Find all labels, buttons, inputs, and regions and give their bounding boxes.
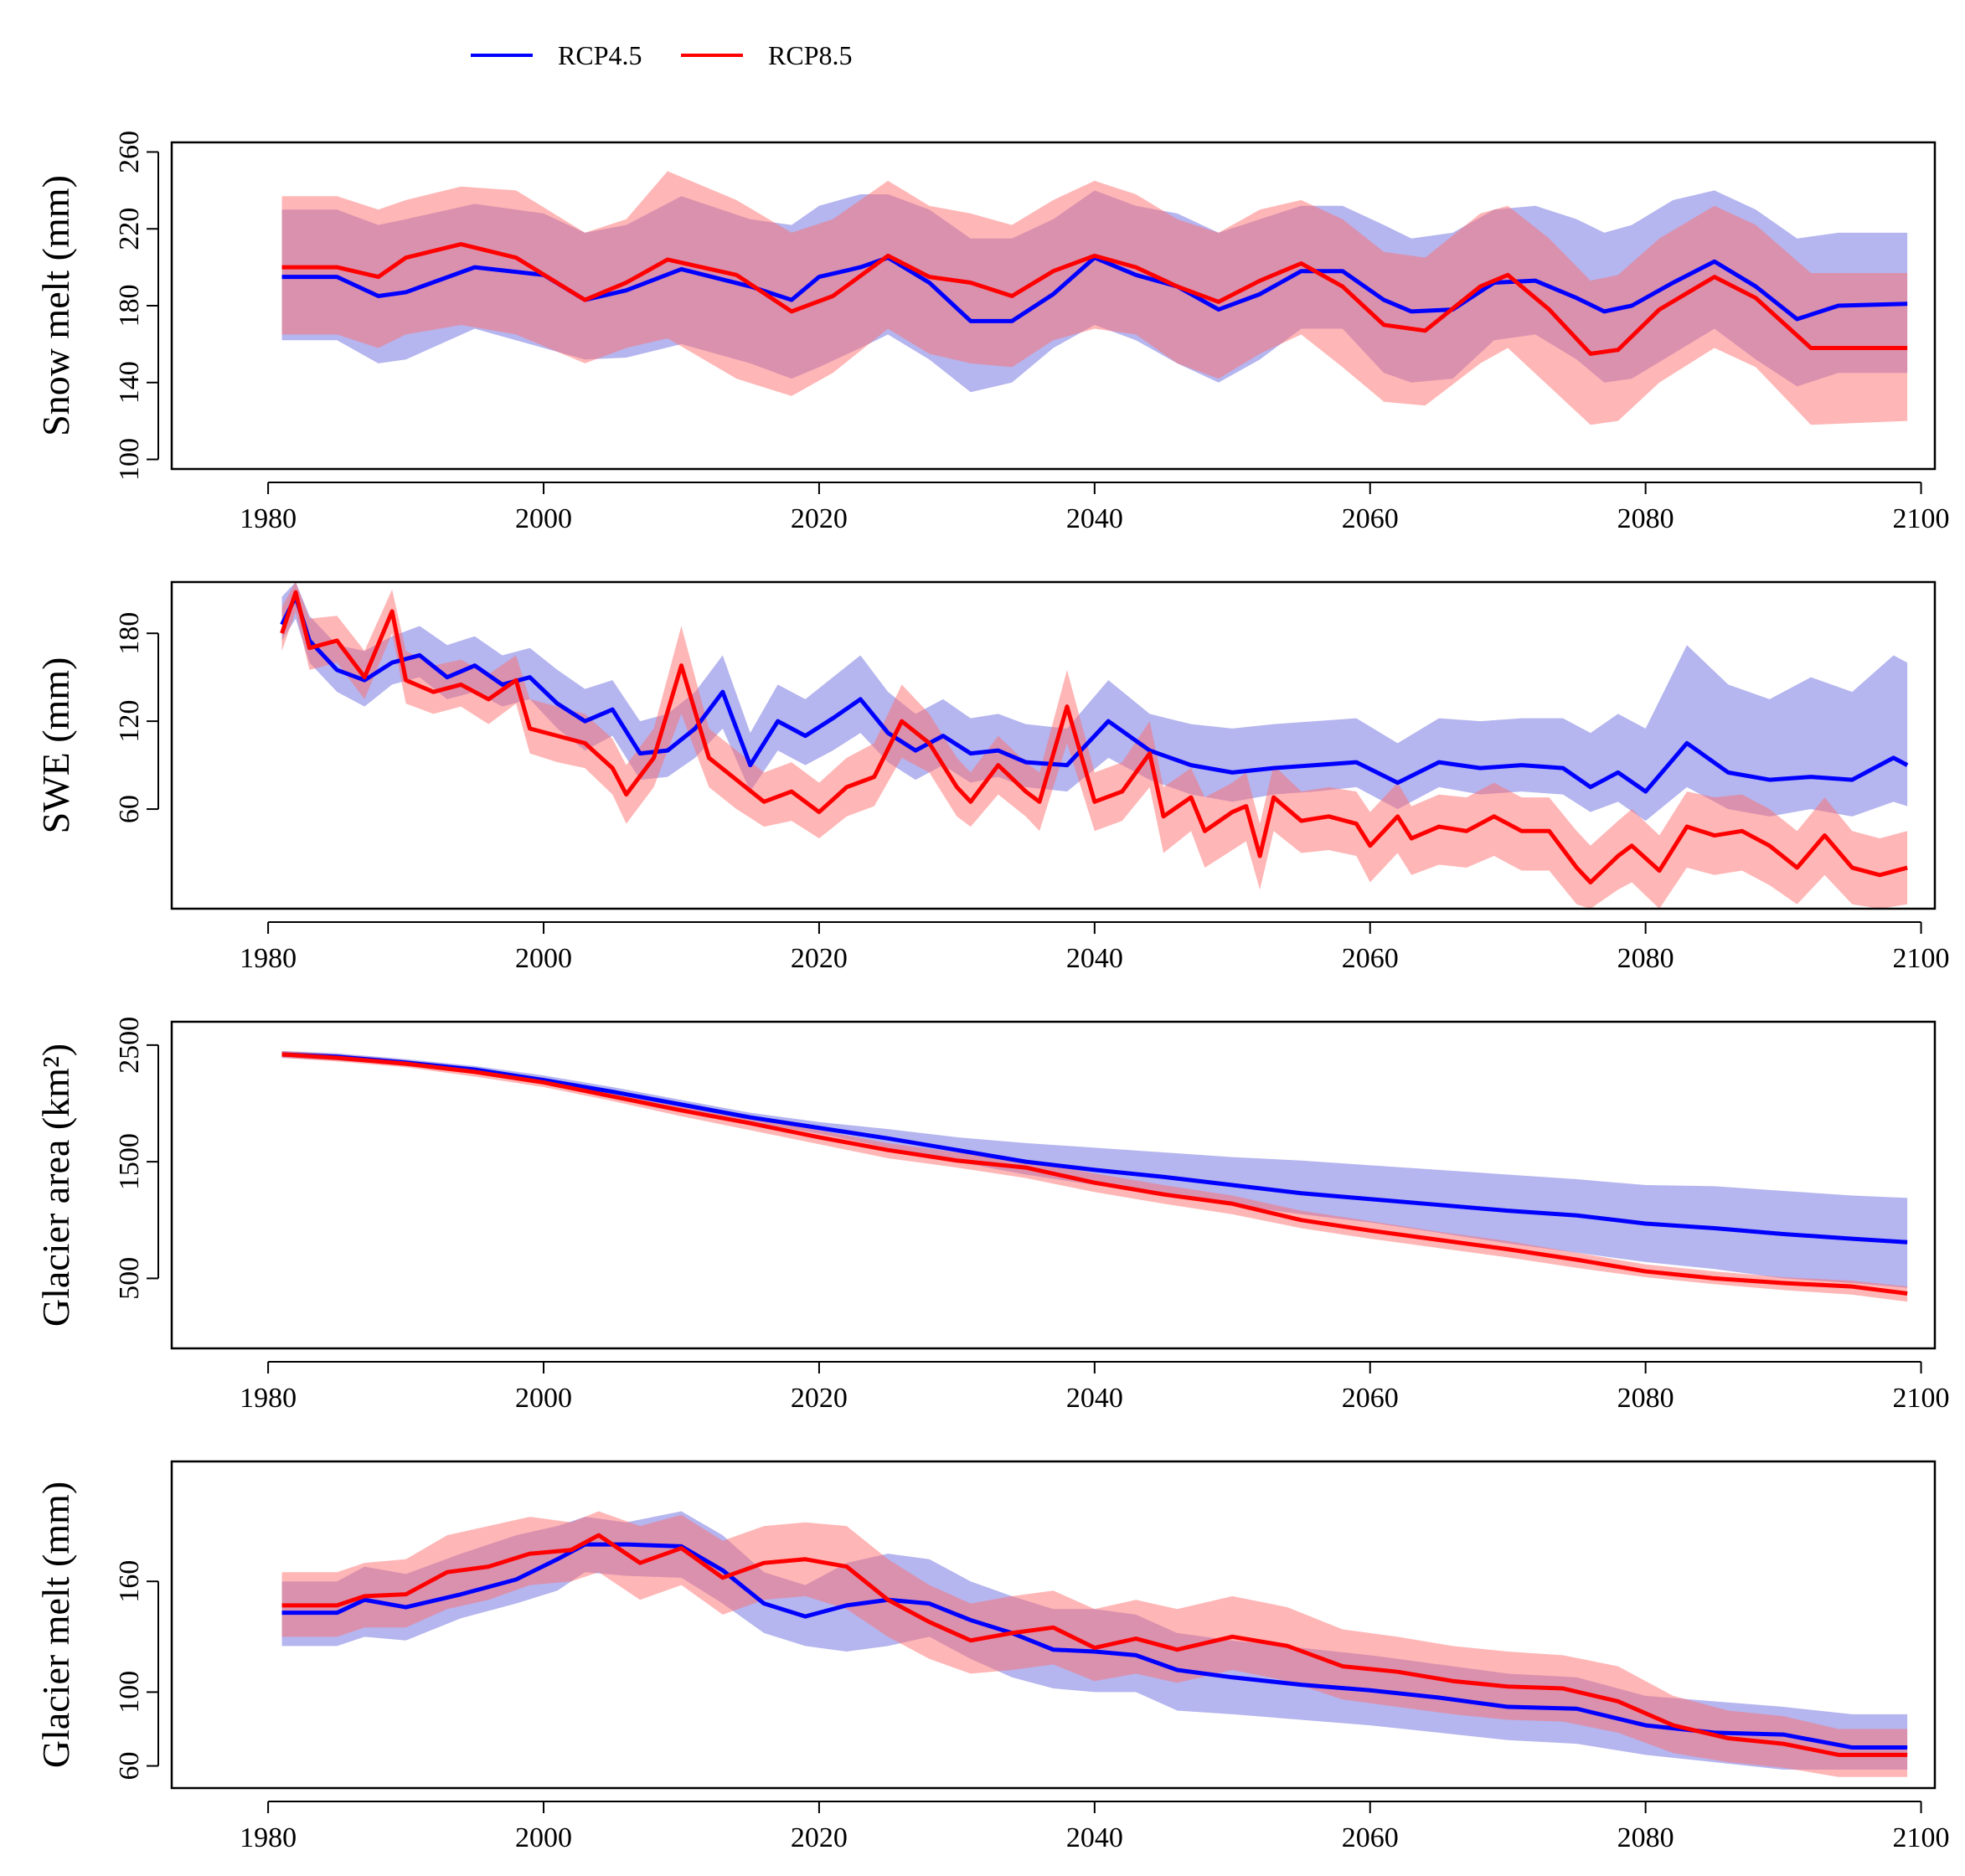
x-tick-label-2000: 2000 [515, 1822, 572, 1853]
line-rcp45 [281, 255, 1908, 323]
legend: RCP4.5 RCP8.5 [471, 40, 852, 70]
y-tick-label-260: 260 [114, 131, 145, 173]
line-rcp85 [281, 1533, 1908, 1757]
x-axis: 1980 2000 2020 2040 2060 2080 2100 [240, 482, 1950, 534]
x-tick-label-2040: 2040 [1066, 503, 1123, 534]
y-tick-label-140: 140 [114, 361, 145, 404]
y-tick-label-60: 60 [114, 1752, 145, 1781]
band-rcp85 [281, 171, 1908, 425]
x-tick-label-2100: 2100 [1893, 1822, 1950, 1853]
x-tick-label-1980: 1980 [240, 503, 297, 534]
x-tick-label-2080: 2080 [1617, 503, 1674, 534]
x-tick-label-2060: 2060 [1342, 1383, 1399, 1414]
x-tick-label-2020: 2020 [791, 1822, 848, 1853]
x-tick-label-2040: 2040 [1066, 1383, 1123, 1414]
panel-2: 1980 2000 2020 2040 2060 2080 2100 60 120 180 SWE … [34, 580, 1950, 974]
y-tick-label-1500: 1500 [114, 1133, 145, 1190]
y-tick-label-2500: 2500 [114, 1017, 145, 1074]
plot-area [281, 1050, 1908, 1302]
x-tick-label-2100: 2100 [1893, 503, 1950, 534]
line-rcp85 [281, 1052, 1908, 1296]
x-tick-label-2060: 2060 [1342, 943, 1399, 974]
plot-area [281, 1511, 1908, 1777]
x-tick-label-2080: 2080 [1617, 1383, 1674, 1414]
y-tick-label-500: 500 [114, 1257, 145, 1300]
plot-frame [170, 1020, 1937, 1350]
x-tick-label-2060: 2060 [1342, 503, 1399, 534]
y-tick-label-120: 120 [114, 700, 145, 743]
x-tick-label-2080: 2080 [1617, 1822, 1674, 1853]
band-rcp45 [281, 582, 1908, 822]
y-axis-title: Snow melt (mm) [34, 175, 77, 436]
band-rcp85 [281, 1511, 1908, 1777]
x-axis: 1980 2000 2020 2040 2060 2080 2100 [240, 1361, 1950, 1414]
x-tick-label-2080: 2080 [1617, 943, 1674, 974]
y-tick-label-100: 100 [114, 438, 145, 481]
line-rcp45 [280, 594, 1909, 794]
x-tick-label-2020: 2020 [791, 1383, 848, 1414]
x-tick-label-2060: 2060 [1342, 1822, 1399, 1853]
plot-area [281, 171, 1908, 425]
x-tick-label-2100: 2100 [1893, 943, 1950, 974]
y-tick-label-220: 220 [114, 208, 145, 250]
x-tick-label-2020: 2020 [791, 503, 848, 534]
x-tick-label-2040: 2040 [1066, 1822, 1123, 1853]
y-tick-label-100: 100 [114, 1671, 145, 1714]
y-tick-label-180: 180 [114, 285, 145, 327]
band-rcp85 [281, 1050, 1908, 1302]
panel-4: 1980 2000 2020 2040 2060 2080 2100 60 100 160 Glac… [34, 1460, 1950, 1853]
y-axis: 60 120 180 [114, 612, 159, 823]
panels: 1980 2000 2020 2040 2060 2080 2100 100 140 180 220… [34, 131, 1950, 1853]
y-axis-title: Glacier area (km²) [34, 1044, 77, 1327]
line-rcp85 [280, 590, 1908, 885]
line-rcp85 [281, 242, 1908, 356]
x-tick-label-2000: 2000 [515, 1383, 572, 1414]
band-rcp85 [281, 582, 1908, 909]
x-tick-label-2000: 2000 [515, 943, 572, 974]
x-tick-label-1980: 1980 [240, 1383, 297, 1414]
x-tick-label-1980: 1980 [240, 1822, 297, 1853]
x-tick-label-2020: 2020 [791, 943, 848, 974]
x-tick-label-1980: 1980 [240, 943, 297, 974]
plot-frame [170, 141, 1937, 471]
y-tick-label-160: 160 [114, 1560, 145, 1603]
plot-frame [170, 1460, 1937, 1790]
legend-label-rcp45: RCP4.5 [558, 40, 642, 70]
x-tick-label-2100: 2100 [1893, 1383, 1950, 1414]
y-axis: 500 1500 2500 [114, 1017, 159, 1300]
legend-label-rcp85: RCP8.5 [768, 40, 852, 70]
x-axis: 1980 2000 2020 2040 2060 2080 2100 [240, 1801, 1950, 1853]
y-axis: 60 100 160 [114, 1560, 159, 1781]
y-tick-label-180: 180 [114, 612, 145, 655]
line-rcp45 [281, 1052, 1908, 1245]
panel-3: 1980 2000 2020 2040 2060 2080 2100 500 1500 2500 G… [34, 1017, 1950, 1414]
plot-frame [170, 580, 1937, 910]
x-tick-label-2040: 2040 [1066, 943, 1123, 974]
y-axis-title: SWE (mm) [34, 657, 77, 834]
x-tick-label-2000: 2000 [515, 503, 572, 534]
y-axis: 100 140 180 220 260 [114, 131, 159, 481]
x-axis: 1980 2000 2020 2040 2060 2080 2100 [240, 921, 1950, 974]
panel-1: 1980 2000 2020 2040 2060 2080 2100 100 140 180 220… [34, 131, 1950, 534]
line-rcp45 [281, 1542, 1908, 1750]
plot-area [280, 582, 1909, 909]
y-axis-title: Glacier melt (mm) [34, 1482, 77, 1768]
y-tick-label-60: 60 [114, 795, 145, 823]
